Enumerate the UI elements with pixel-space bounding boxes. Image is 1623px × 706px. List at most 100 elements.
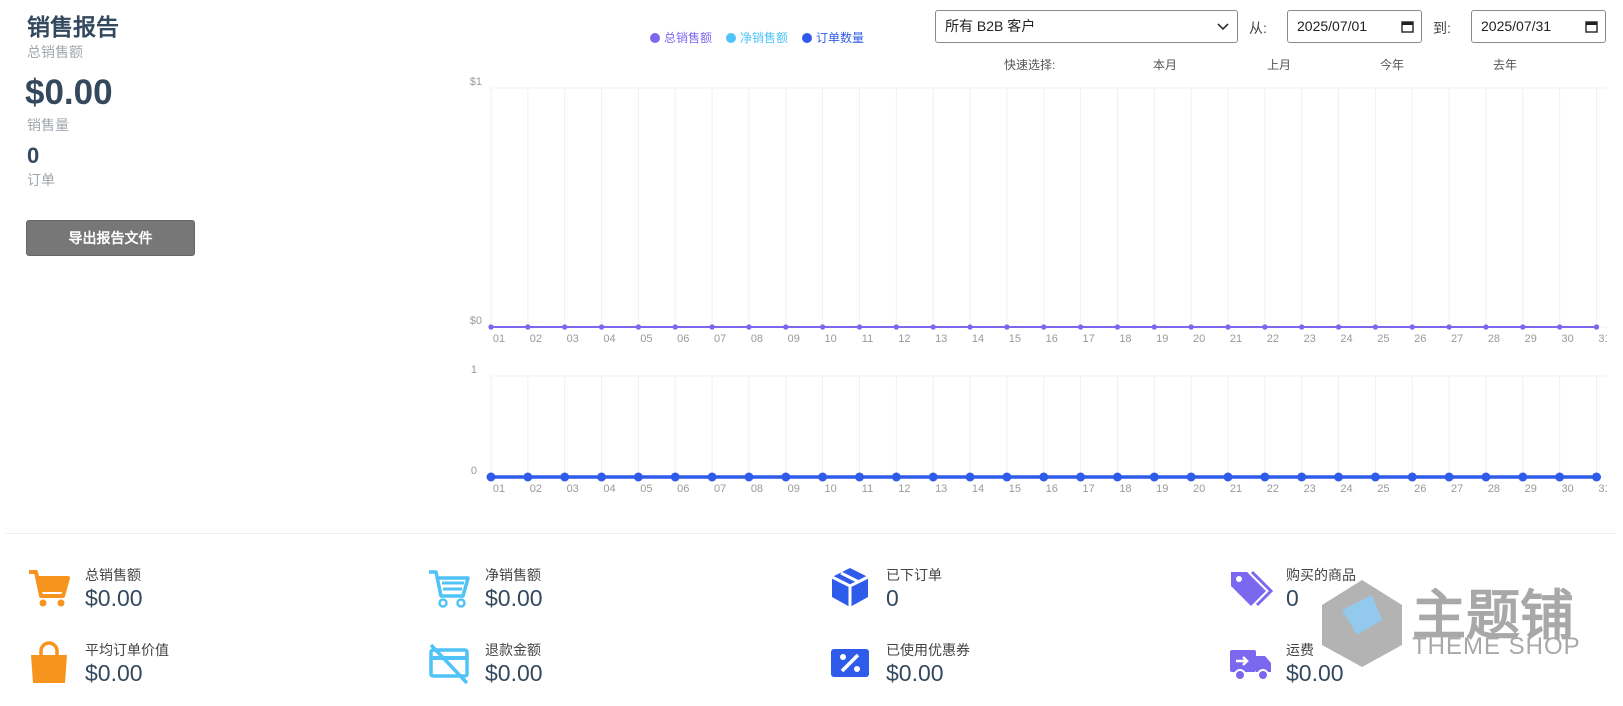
data-point[interactable] [1041,324,1047,330]
watermark-title: 主题铺 [1412,571,1574,650]
data-point[interactable] [1372,324,1378,330]
x-tick-label: 24 [1340,483,1352,495]
data-point[interactable] [560,472,570,482]
data-point[interactable] [891,472,901,482]
data-point[interactable] [818,472,828,482]
x-tick-label: 20 [1193,483,1205,495]
data-point[interactable] [707,472,717,482]
data-point[interactable] [562,324,568,330]
data-point[interactable] [1078,324,1084,330]
quick-select-option[interactable]: 上月 [1267,58,1292,72]
data-point[interactable] [1334,472,1344,482]
data-point[interactable] [893,324,899,330]
data-point[interactable] [820,324,826,330]
data-point[interactable] [672,324,678,330]
data-point[interactable] [746,324,752,330]
data-point[interactable] [1002,472,1012,482]
calendar-icon [1401,21,1414,33]
data-point[interactable] [488,324,494,330]
data-point[interactable] [1370,472,1380,482]
data-point[interactable] [1114,324,1121,330]
data-point[interactable] [1188,324,1194,330]
data-point[interactable] [525,324,531,330]
data-point[interactable] [1223,472,1233,482]
legend-item[interactable]: 总销售额 [650,29,712,46]
data-point[interactable] [1149,472,1159,482]
data-point[interactable] [965,472,975,482]
data-point[interactable] [1004,324,1010,330]
customer-select[interactable]: 所有 B2B 客户 [935,10,1238,43]
y-tick-label: $1 [470,76,482,88]
data-point[interactable] [1409,324,1415,330]
stat-value: 0 [1286,585,1299,611]
from-date-text: 2025/07/01 [1297,18,1368,34]
data-point[interactable] [1446,324,1452,330]
data-point[interactable] [1076,472,1086,482]
data-point[interactable] [598,324,605,330]
x-tick-label: 05 [640,333,652,345]
data-point[interactable] [1555,472,1565,482]
data-point[interactable] [1444,472,1454,482]
data-point[interactable] [1151,324,1157,330]
data-point[interactable] [1112,472,1122,482]
data-point[interactable] [1520,324,1526,330]
x-tick-label: 25 [1377,483,1389,495]
data-point[interactable] [856,324,863,330]
data-point[interactable] [744,472,754,482]
y-tick-label: $0 [470,315,482,327]
from-date[interactable]: 2025/07/01 [1287,10,1422,43]
data-point[interactable] [1518,472,1528,482]
legend-item[interactable]: 订单数量 [802,29,864,46]
data-point[interactable] [633,472,643,482]
quick-select-option[interactable]: 本月 [1153,58,1178,72]
x-tick-label: 12 [898,333,910,345]
data-point[interactable] [1593,324,1600,330]
data-point[interactable] [709,324,715,330]
quick-select-option[interactable]: 去年 [1493,58,1518,72]
data-point[interactable] [1299,324,1305,330]
customer-select-text: 所有 B2B 客户 [945,18,1036,34]
to-date[interactable]: 2025/07/31 [1471,10,1606,43]
data-point[interactable] [1592,472,1601,482]
quick-select-option[interactable]: 今年 [1380,58,1405,72]
x-tick-label: 06 [677,333,689,345]
data-point[interactable] [1483,324,1489,330]
x-tick-label: 06 [677,483,689,495]
stat-icon [29,570,70,607]
data-point[interactable] [930,324,936,330]
data-point[interactable] [1297,472,1307,482]
data-point[interactable] [783,324,789,330]
data-point[interactable] [1039,472,1049,482]
data-point[interactable] [928,472,938,482]
data-point[interactable] [1407,472,1417,482]
data-point[interactable] [1262,324,1268,330]
stat-label: 已下订单 [886,567,942,583]
data-point[interactable] [967,324,973,330]
data-point[interactable] [486,472,496,482]
x-tick-label: 08 [751,333,763,345]
data-point[interactable] [597,472,607,482]
data-point[interactable] [1557,324,1563,330]
data-point[interactable] [635,324,641,330]
dropdown-arrow [1217,23,1229,31]
y-tick-label: 0 [471,465,477,477]
orders-label: 订单 [27,172,55,188]
data-point[interactable] [781,472,791,482]
stat-icon [429,643,469,685]
x-tick-label: 22 [1267,333,1279,345]
data-point[interactable] [1481,472,1491,482]
data-point[interactable] [1335,324,1342,330]
data-point[interactable] [523,472,533,482]
data-point[interactable] [670,472,680,482]
data-point[interactable] [1260,472,1270,482]
x-tick-label: 28 [1488,333,1500,345]
legend: 总销售额 净销售额 订单数量 [650,29,864,46]
x-tick-label: 17 [1082,483,1094,495]
legend-item[interactable]: 净销售额 [726,29,788,46]
data-point[interactable] [1225,324,1231,330]
export-button[interactable]: 导出报告文件 [26,220,195,256]
data-point[interactable] [855,472,864,482]
legend-swatch [802,32,813,43]
x-tick-label: 19 [1156,483,1168,495]
data-point[interactable] [1186,472,1196,482]
